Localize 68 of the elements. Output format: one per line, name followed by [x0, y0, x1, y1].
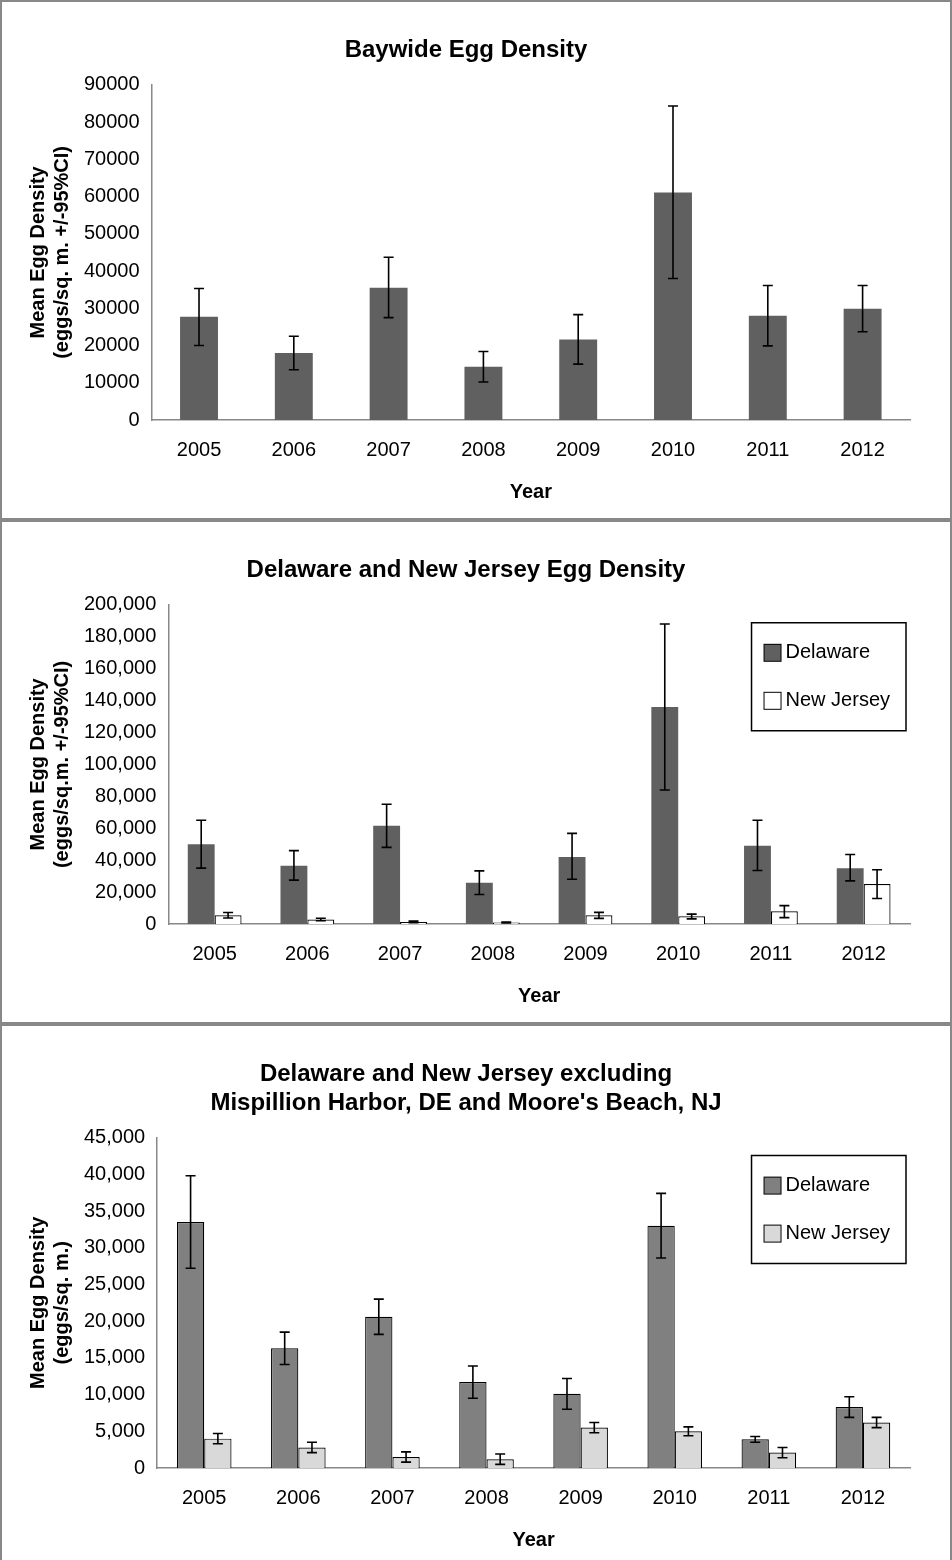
x-tick-label: 2012 — [840, 437, 885, 460]
x-tick-label: 2008 — [464, 1485, 509, 1508]
y-tick-label: 10000 — [83, 370, 140, 393]
x-tick-label: 2007 — [366, 437, 411, 460]
chart-title: Delaware and New Jersey Egg Density — [246, 555, 687, 583]
y-tick-label: 0 — [145, 911, 157, 934]
y-axis-title: Mean Egg Density (eggs/sq. m. +/-95%CI) — [25, 145, 72, 359]
y-axis-title: Mean Egg Density (eggs/sq.m. +/-95%CI) — [25, 660, 72, 869]
x-axis-title: Year — [518, 983, 561, 1006]
x-tick-label: 2006 — [285, 941, 330, 964]
x-tick-label: 2009 — [563, 941, 608, 964]
x-axis-title: Year — [512, 1527, 555, 1550]
y-tick-label: 60000 — [83, 184, 140, 207]
legend-label: Delaware — [785, 640, 871, 663]
y-axis-title: Mean Egg Density (eggs/sq. m.) — [25, 1215, 72, 1389]
x-tick-label: 2005 — [176, 437, 222, 460]
legend-label: New Jersey — [785, 1221, 891, 1244]
y-tick-label: 45,000 — [84, 1125, 146, 1148]
x-tick-label: 2008 — [461, 437, 506, 460]
x-tick-label: 2007 — [377, 941, 423, 964]
y-tick-label: 70000 — [83, 146, 140, 169]
x-tick-label: 2005 — [192, 941, 237, 964]
x-tick-label: 2007 — [370, 1485, 415, 1508]
y-tick-label: 90000 — [83, 72, 140, 95]
y-tick-label: 25,000 — [84, 1271, 146, 1294]
x-tick-label: 2011 — [749, 941, 793, 964]
y-tick-label: 5,000 — [95, 1418, 146, 1441]
y-tick-label: 40,000 — [84, 1161, 146, 1184]
y-tick-label: 80,000 — [95, 783, 157, 806]
x-tick-label: 2011 — [747, 1485, 791, 1508]
x-tick-label: 2006 — [271, 437, 317, 460]
y-tick-label: 20,000 — [84, 1308, 146, 1331]
y-tick-label: 80000 — [83, 109, 140, 132]
x-tick-label: 2006 — [276, 1485, 321, 1508]
y-tick-label: 0 — [128, 407, 140, 430]
y-tick-label: 20000 — [83, 333, 140, 356]
y-tick-label: 60,000 — [95, 815, 157, 838]
legend-label: Delaware — [785, 1173, 871, 1196]
y-tick-label: 140,000 — [84, 688, 157, 711]
x-tick-label: 2008 — [470, 941, 516, 964]
x-tick-label: 2009 — [555, 437, 601, 460]
x-tick-label: 2010 — [655, 941, 701, 964]
y-tick-label: 180,000 — [84, 624, 157, 647]
y-tick-label: 50000 — [83, 221, 140, 244]
y-tick-label: 35,000 — [84, 1198, 146, 1221]
y-tick-label: 40000 — [83, 258, 140, 281]
x-tick-label: 2009 — [558, 1485, 603, 1508]
y-tick-label: 15,000 — [84, 1345, 146, 1368]
y-tick-label: 30,000 — [84, 1235, 146, 1258]
x-tick-label: 2011 — [746, 437, 790, 460]
x-tick-label: 2010 — [650, 437, 696, 460]
x-axis-title: Year — [509, 479, 553, 502]
legend-label: New Jersey — [785, 688, 891, 711]
y-tick-label: 10,000 — [84, 1382, 146, 1405]
y-tick-label: 0 — [134, 1455, 146, 1478]
x-tick-label: 2012 — [840, 1485, 886, 1508]
y-tick-label: 200,000 — [84, 592, 157, 615]
y-tick-label: 30000 — [83, 295, 140, 318]
y-tick-label: 160,000 — [84, 656, 157, 679]
chart-title: Baywide Egg Density — [344, 35, 589, 63]
y-tick-label: 20,000 — [95, 879, 157, 902]
y-tick-label: 120,000 — [84, 720, 157, 742]
x-tick-label: 2005 — [181, 1485, 227, 1508]
chart-title: Delaware and New Jersey excluding Mispillion Harbor, DE and Moore's Beach, NJ — [210, 1059, 722, 1115]
x-tick-label: 2012 — [841, 941, 886, 964]
y-tick-label: 40,000 — [95, 847, 157, 870]
x-tick-label: 2010 — [652, 1485, 697, 1508]
y-tick-label: 100,000 — [84, 751, 157, 774]
